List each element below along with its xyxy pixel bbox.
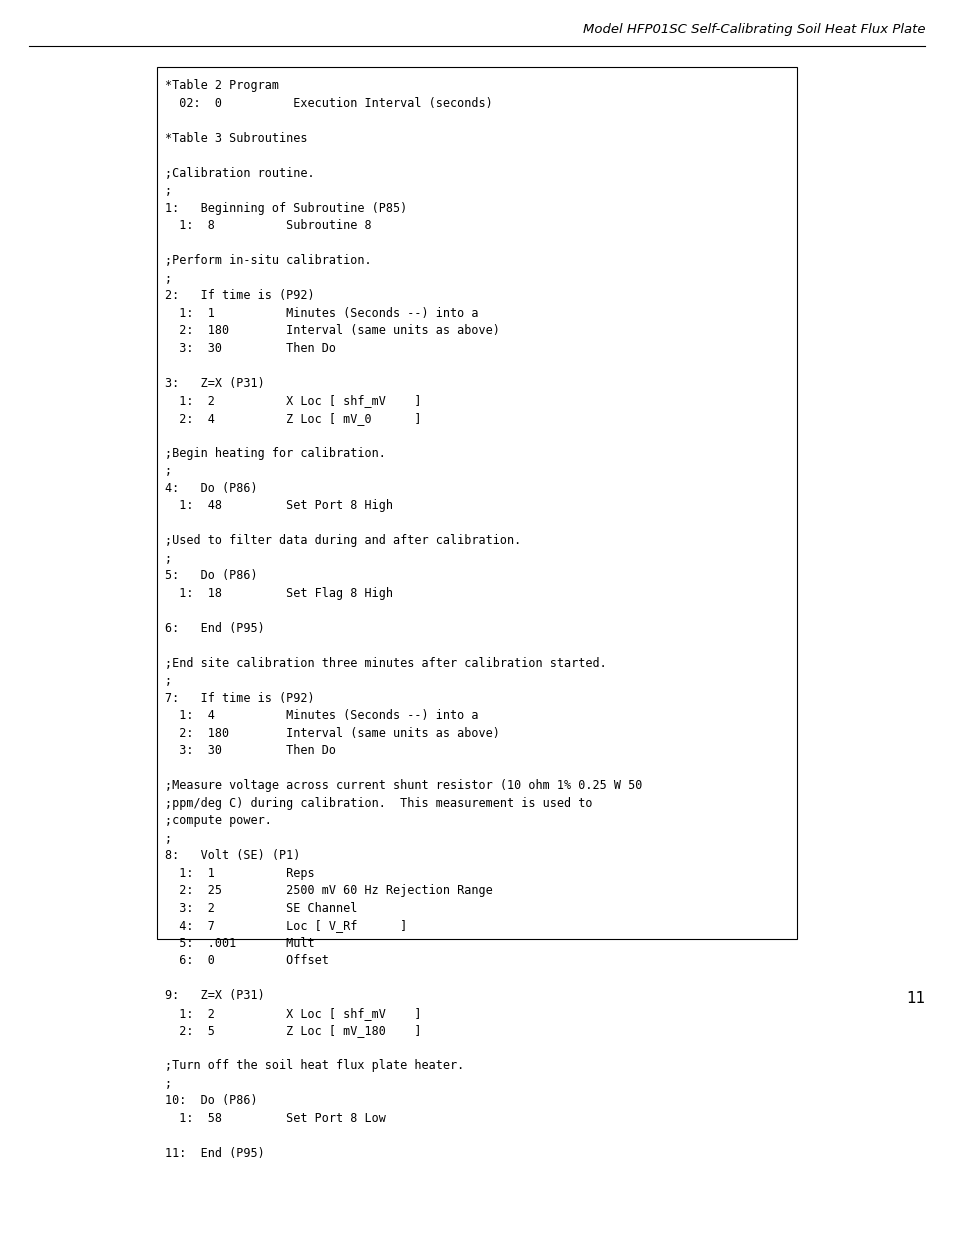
Bar — [157, 67, 796, 940]
Text: 11: 11 — [905, 992, 924, 1007]
Text: Model HFP01SC Self-Calibrating Soil Heat Flux Plate: Model HFP01SC Self-Calibrating Soil Heat… — [582, 23, 924, 36]
Text: *Table 2 Program
  02:  0          Execution Interval (seconds)

*Table 3 Subrou: *Table 2 Program 02: 0 Execution Interva… — [165, 79, 641, 1160]
